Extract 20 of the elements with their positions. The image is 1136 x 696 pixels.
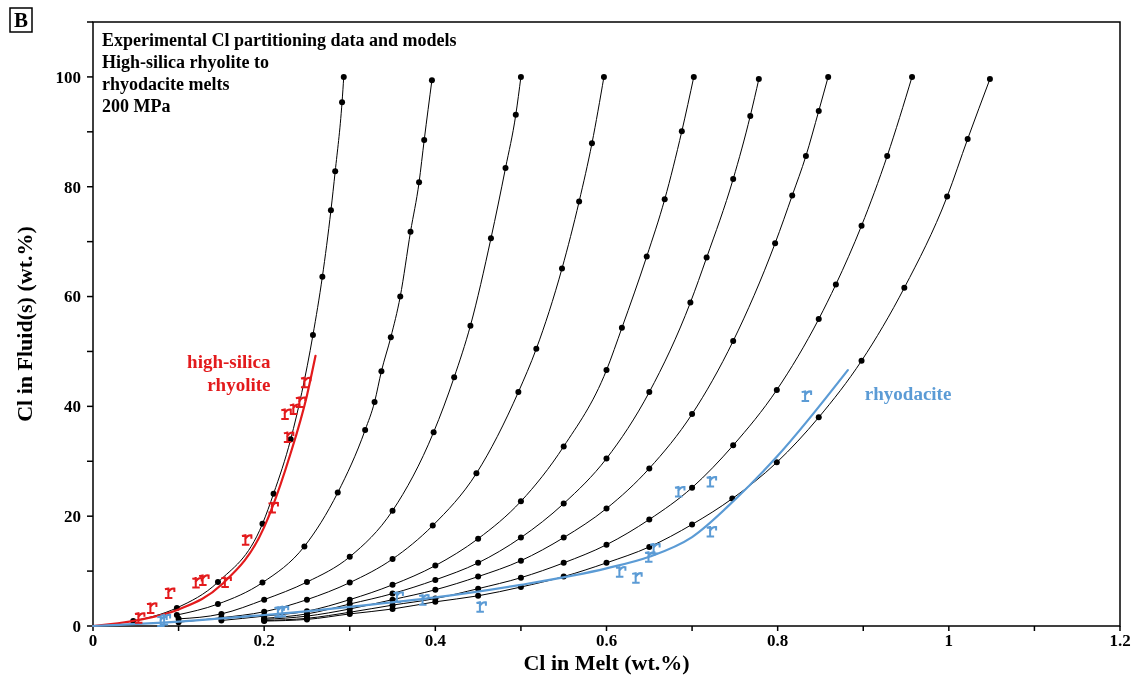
chart-title: Experimental Cl partitioning data and models [102, 30, 457, 50]
x-tick-label: 1 [944, 631, 954, 650]
x-tick-label: 1.2 [1109, 631, 1131, 650]
text: High-silica rhyolite to rhyodacite melts 200 MPa [102, 52, 269, 116]
y-tick-label: 0 [72, 616, 81, 636]
series-label: high-silica rhyolite [187, 350, 272, 395]
x-axis-title: Cl in Melt (wt.%) [523, 650, 690, 675]
series-label: rhyodacite [864, 383, 952, 405]
text: B [13, 8, 29, 32]
x-tick-label: 0 [88, 631, 98, 650]
x-tick-label: 0.4 [424, 631, 447, 650]
y-tick-label: 40 [64, 397, 81, 417]
y-tick-label: 80 [64, 177, 81, 197]
y-tick-label: 20 [64, 507, 81, 527]
x-tick-label: 0.2 [253, 631, 275, 650]
y-tick-label: 60 [64, 287, 81, 307]
y-axis-title: Cl in Fluid(s) (wt.%) [12, 226, 37, 422]
x-tick-label: 0.8 [767, 631, 789, 650]
x-tick-label: 0.6 [595, 631, 618, 650]
y-tick-label: 100 [55, 67, 81, 87]
